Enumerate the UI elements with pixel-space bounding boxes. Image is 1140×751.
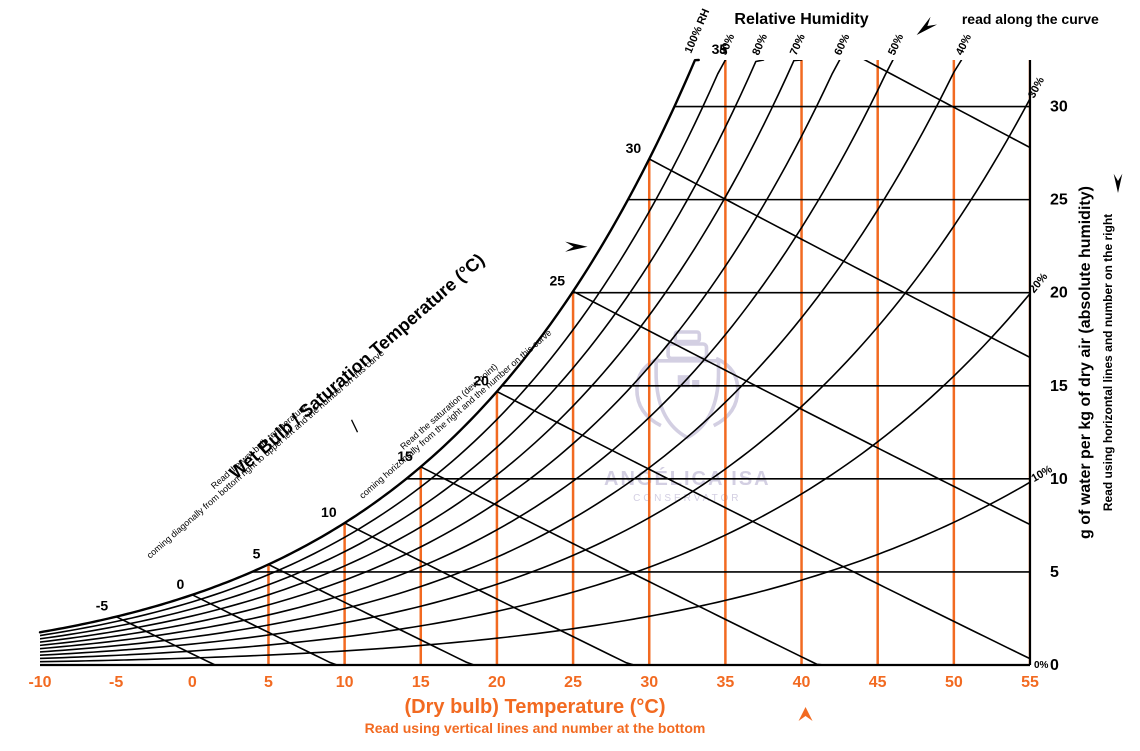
svg-text:30: 30 bbox=[640, 674, 658, 691]
svg-text:Read the wet bulb temperature: Read the wet bulb temperature bbox=[209, 402, 309, 491]
svg-text:read along the curve: read along the curve bbox=[962, 11, 1099, 27]
svg-text:40%: 40% bbox=[954, 32, 974, 57]
svg-text:50%: 50% bbox=[886, 32, 906, 57]
svg-text:20: 20 bbox=[488, 674, 506, 691]
svg-text:coming diagonally from bottom: coming diagonally from bottom right to u… bbox=[145, 348, 386, 561]
svg-text:0: 0 bbox=[1050, 657, 1059, 674]
svg-text:Read using horizontal lines an: Read using horizontal lines and number o… bbox=[1101, 214, 1115, 511]
chart-svg: ANGÉLICA ISACONSERVATOR-10-5051015202530… bbox=[0, 0, 1140, 751]
svg-text:/: / bbox=[346, 417, 363, 435]
svg-text:-5: -5 bbox=[96, 598, 109, 614]
svg-text:coming horizontally from the r: coming horizontally from the right and t… bbox=[357, 328, 553, 501]
svg-text:-10: -10 bbox=[28, 674, 51, 691]
svg-text:10: 10 bbox=[321, 504, 337, 520]
svg-text:90%: 90% bbox=[718, 32, 738, 57]
svg-text:20: 20 bbox=[1050, 285, 1068, 302]
svg-text:35: 35 bbox=[716, 674, 734, 691]
svg-text:30: 30 bbox=[626, 140, 642, 156]
svg-text:Relative Humidity: Relative Humidity bbox=[734, 11, 868, 28]
svg-text:30: 30 bbox=[1050, 99, 1068, 116]
svg-text:15: 15 bbox=[412, 674, 430, 691]
svg-text:70%: 70% bbox=[788, 32, 808, 57]
svg-text:25: 25 bbox=[549, 272, 565, 288]
x-axis-arrow-icon bbox=[799, 707, 813, 721]
svg-text:15: 15 bbox=[1050, 378, 1068, 395]
psychrometric-chart: ANGÉLICA ISACONSERVATOR-10-5051015202530… bbox=[0, 0, 1140, 751]
wetbulb-line bbox=[497, 391, 1030, 658]
svg-text:g of water per kg of dry air (: g of water per kg of dry air (absolute h… bbox=[1077, 186, 1094, 539]
rh-curve bbox=[40, 60, 961, 652]
svg-text:-5: -5 bbox=[109, 674, 123, 691]
svg-text:5: 5 bbox=[1050, 564, 1059, 581]
svg-text:100% RH: 100% RH bbox=[683, 7, 713, 55]
svg-text:50: 50 bbox=[945, 674, 963, 691]
svg-text:55: 55 bbox=[1021, 674, 1039, 691]
svg-text:40: 40 bbox=[793, 674, 811, 691]
svg-text:0%: 0% bbox=[1034, 660, 1049, 671]
rh-curve bbox=[40, 60, 893, 649]
wetbulb-line bbox=[421, 467, 825, 665]
svg-text:25: 25 bbox=[1050, 192, 1068, 209]
wetbulb-line bbox=[345, 523, 634, 665]
svg-text:10: 10 bbox=[336, 674, 354, 691]
svg-text:5: 5 bbox=[264, 674, 273, 691]
svg-text:80%: 80% bbox=[750, 32, 770, 57]
svg-text:60%: 60% bbox=[832, 32, 852, 57]
svg-text:45: 45 bbox=[869, 674, 887, 691]
svg-text:(Dry bulb) Temperature (°C): (Dry bulb) Temperature (°C) bbox=[405, 696, 666, 718]
rh-curve bbox=[40, 60, 840, 645]
svg-text:5: 5 bbox=[253, 545, 261, 561]
svg-text:Read using vertical lines and: Read using vertical lines and number at … bbox=[365, 720, 706, 736]
svg-text:0: 0 bbox=[188, 674, 197, 691]
wetbulb-line bbox=[116, 617, 215, 665]
svg-text:25: 25 bbox=[564, 674, 582, 691]
wetbulb-line bbox=[649, 159, 1030, 357]
svg-text:0: 0 bbox=[177, 576, 185, 592]
